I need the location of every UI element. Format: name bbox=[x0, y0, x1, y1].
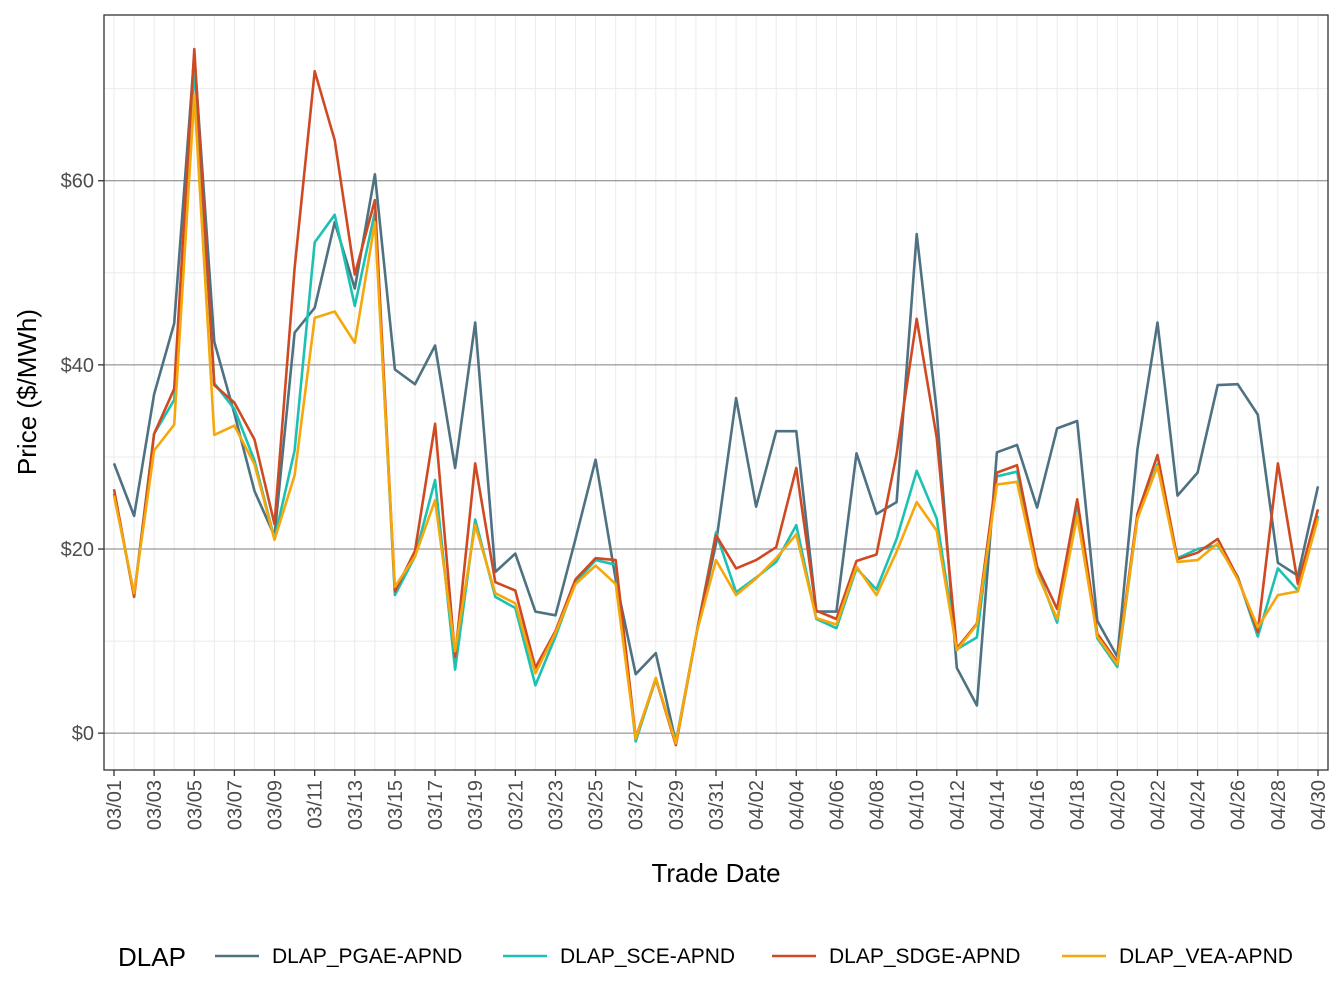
legend: DLAP DLAP_PGAE-APND DLAP_SCE-APND DLAP_SDG… bbox=[118, 942, 1293, 972]
x-tick-label: 03/07 bbox=[224, 780, 246, 830]
x-tick-label: 03/21 bbox=[505, 780, 527, 830]
x-axis: 03/01 03/03 03/05 03/07 03/09 03/11 03/13 03/15… bbox=[104, 770, 1330, 830]
x-tick-label: 04/26 bbox=[1228, 780, 1250, 830]
y-tick-label: $0 bbox=[72, 723, 94, 745]
minor-x-gridlines bbox=[113, 15, 1319, 770]
x-tick-label: 03/25 bbox=[586, 780, 608, 830]
x-tick-label: 04/04 bbox=[786, 780, 808, 830]
legend-label: DLAP_SCE-APND bbox=[560, 945, 735, 968]
y-tick-label: $20 bbox=[61, 539, 94, 561]
x-tick-label: 03/17 bbox=[425, 780, 447, 830]
x-tick-label: 03/19 bbox=[465, 780, 487, 830]
legend-label: DLAP_VEA-APND bbox=[1119, 945, 1293, 968]
x-tick-label: 04/08 bbox=[867, 780, 889, 830]
x-tick-label: 03/31 bbox=[706, 780, 728, 830]
x-tick-label: 03/09 bbox=[265, 780, 287, 830]
x-tick-label: 03/23 bbox=[545, 780, 567, 830]
x-tick-label: 04/20 bbox=[1107, 780, 1129, 830]
y-tick-label: $40 bbox=[61, 355, 94, 377]
x-tick-label: 04/12 bbox=[947, 780, 969, 830]
x-tick-label: 04/14 bbox=[987, 780, 1009, 830]
legend-label: DLAP_SDGE-APND bbox=[829, 945, 1020, 968]
x-tick-label: 03/29 bbox=[666, 780, 688, 830]
series-line-dlap_sce-apnd bbox=[112, 66, 1320, 744]
x-axis-title: Trade Date bbox=[651, 858, 780, 888]
x-tick-label: 04/30 bbox=[1308, 780, 1330, 830]
legend-title: DLAP bbox=[118, 942, 186, 972]
x-tick-label: 04/22 bbox=[1147, 780, 1169, 830]
legend-label: DLAP_PGAE-APND bbox=[272, 945, 462, 968]
y-axis-title: Price ($/MWh) bbox=[12, 309, 42, 475]
x-tick-label: 04/24 bbox=[1188, 780, 1210, 830]
x-tick-label: 03/03 bbox=[144, 780, 166, 830]
x-tick-label: 03/15 bbox=[385, 780, 407, 830]
x-tick-label: 03/01 bbox=[104, 780, 126, 830]
y-axis: $0 $20 $40 $60 bbox=[61, 171, 104, 745]
x-tick-label: 04/06 bbox=[826, 780, 848, 830]
x-tick-label: 03/13 bbox=[345, 780, 367, 830]
x-tick-label: 04/16 bbox=[1027, 780, 1049, 830]
x-tick-label: 04/28 bbox=[1268, 780, 1290, 830]
series-lines bbox=[112, 47, 1320, 747]
x-tick-label: 03/05 bbox=[184, 780, 206, 830]
x-tick-label: 04/02 bbox=[746, 780, 768, 830]
x-tick-label: 04/10 bbox=[907, 780, 929, 830]
y-tick-label: $60 bbox=[61, 171, 94, 193]
x-tick-label: 03/27 bbox=[626, 780, 648, 830]
x-tick-label: 03/11 bbox=[305, 780, 327, 829]
x-tick-label: 04/18 bbox=[1067, 780, 1089, 830]
series-line-dlap_vea-apnd bbox=[112, 93, 1320, 745]
